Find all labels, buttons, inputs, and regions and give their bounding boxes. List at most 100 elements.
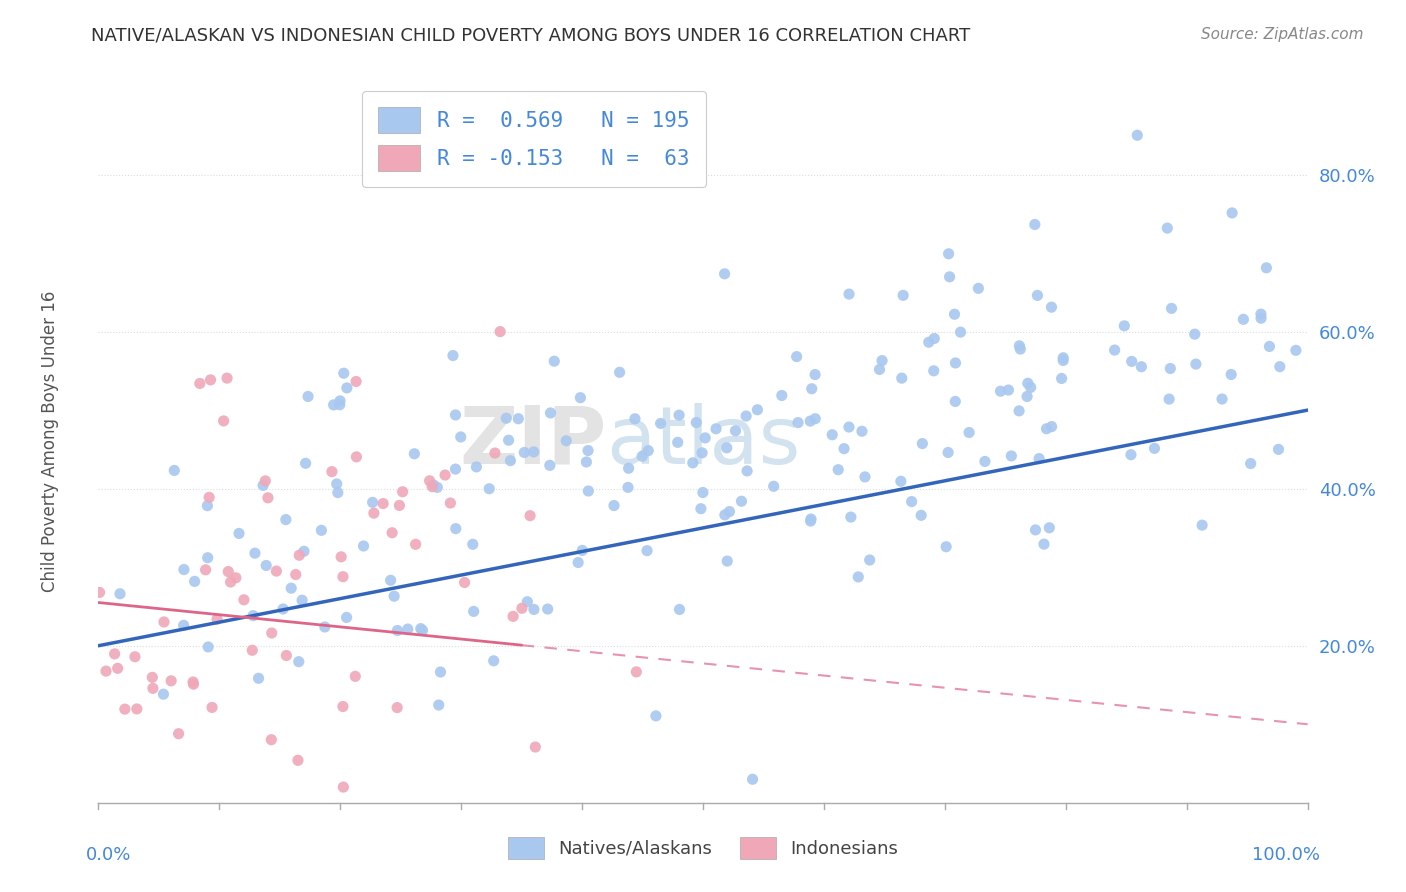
Point <box>997 383 1019 397</box>
Point <box>974 454 997 468</box>
Point <box>322 398 344 412</box>
Point <box>1010 342 1032 356</box>
Point <box>957 425 980 440</box>
Point <box>827 463 849 477</box>
Point <box>215 371 238 385</box>
Point <box>846 570 869 584</box>
Point <box>523 445 546 459</box>
Point <box>260 626 283 640</box>
Point <box>94 664 117 678</box>
Point <box>419 474 441 488</box>
Point <box>800 382 823 396</box>
Point <box>1114 318 1136 333</box>
Point <box>524 739 547 754</box>
Point <box>576 443 599 458</box>
Point <box>498 434 520 448</box>
Point <box>450 430 472 444</box>
Point <box>1052 353 1074 368</box>
Point <box>839 510 862 524</box>
Point <box>1121 354 1143 368</box>
Point <box>713 267 735 281</box>
Point <box>938 269 960 284</box>
Point <box>254 558 277 573</box>
Point <box>205 612 228 626</box>
Point <box>200 373 222 387</box>
Point <box>484 446 506 460</box>
Point <box>922 331 945 345</box>
Point <box>1026 288 1049 302</box>
Point <box>107 661 129 675</box>
Point <box>391 484 413 499</box>
Point <box>943 307 966 321</box>
Point <box>1008 339 1031 353</box>
Point <box>936 445 959 459</box>
Point <box>800 514 823 528</box>
Point <box>1035 422 1057 436</box>
Point <box>321 465 343 479</box>
Point <box>287 753 309 767</box>
Point <box>543 354 565 368</box>
Point <box>124 649 146 664</box>
Point <box>682 456 704 470</box>
Point <box>232 592 254 607</box>
Point <box>571 543 593 558</box>
Point <box>870 353 893 368</box>
Point <box>280 581 302 595</box>
Point <box>832 442 855 456</box>
Point <box>160 673 183 688</box>
Point <box>838 287 860 301</box>
Point <box>838 420 860 434</box>
Point <box>89 585 111 599</box>
Point <box>735 464 758 478</box>
Point <box>217 565 239 579</box>
Point <box>869 362 891 376</box>
Point <box>219 574 242 589</box>
Point <box>387 624 409 638</box>
Point <box>426 480 449 494</box>
Point <box>990 384 1012 399</box>
Point <box>949 325 972 339</box>
Point <box>695 431 717 445</box>
Point <box>1240 457 1263 471</box>
Point <box>247 671 270 685</box>
Point <box>1052 351 1074 365</box>
Point <box>637 443 659 458</box>
Point <box>240 643 263 657</box>
Point <box>631 450 654 464</box>
Point <box>718 505 741 519</box>
Point <box>114 702 136 716</box>
Point <box>287 655 309 669</box>
Point <box>918 335 941 350</box>
Point <box>326 485 349 500</box>
Point <box>297 389 319 403</box>
Point <box>650 417 672 431</box>
Point <box>197 640 219 654</box>
Point <box>770 388 793 402</box>
Point <box>804 411 827 425</box>
Point <box>690 501 713 516</box>
Point <box>495 411 517 425</box>
Point <box>201 700 224 714</box>
Point <box>714 508 737 522</box>
Point <box>1024 218 1046 232</box>
Point <box>183 574 205 589</box>
Point <box>1104 343 1126 357</box>
Point <box>344 375 367 389</box>
Point <box>716 441 738 455</box>
Point <box>361 495 384 509</box>
Point <box>636 543 658 558</box>
Legend: Natives/Alaskans, Indonesians: Natives/Alaskans, Indonesians <box>501 830 905 866</box>
Text: atlas: atlas <box>606 402 800 481</box>
Point <box>1160 301 1182 316</box>
Point <box>668 602 690 616</box>
Point <box>1000 449 1022 463</box>
Point <box>1191 518 1213 533</box>
Point <box>1024 523 1046 537</box>
Point <box>198 491 221 505</box>
Point <box>382 589 405 603</box>
Point <box>333 366 356 380</box>
Point <box>1040 300 1063 314</box>
Point <box>332 699 354 714</box>
Point <box>489 325 512 339</box>
Point <box>125 702 148 716</box>
